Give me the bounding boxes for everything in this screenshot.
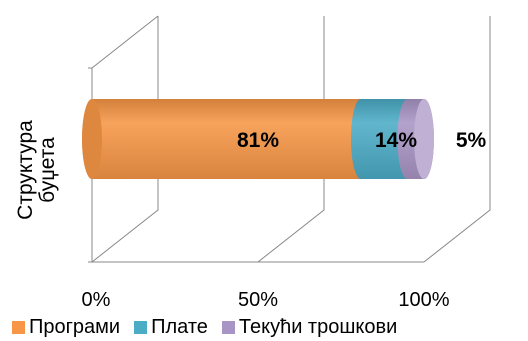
legend-label-programs: Програми <box>29 315 121 338</box>
x-tick-label-1: 50% <box>238 289 278 311</box>
y-axis-title: Структура буџета <box>14 120 59 220</box>
chart-plot: 81% 14% 5% 0% 50% 100% Структура буџета <box>14 15 491 311</box>
x-tick-label-0: 0% <box>82 289 111 311</box>
chart-bars: 81% 14% 5% <box>82 99 486 179</box>
legend-item-salaries: Плате <box>134 316 208 339</box>
gridline-2 <box>423 16 491 263</box>
legend-label-salaries: Плате <box>151 315 208 338</box>
chart-grid <box>88 15 491 263</box>
y-axis-title-line-1: Структура <box>14 120 37 220</box>
gridline-1 <box>257 16 325 263</box>
legend-item-current-costs: Текући трошкови <box>221 315 398 339</box>
bar-end-cap <box>414 99 434 179</box>
legend-label-current-costs: Текући трошкови <box>238 315 398 338</box>
legend-item-programs: Програми <box>12 316 120 339</box>
gridline-0 <box>91 16 159 263</box>
x-tick-labels: 0% 50% 100% <box>82 289 450 311</box>
bar-segment-0 <box>82 99 371 179</box>
legend-swatch-programs <box>12 320 25 334</box>
legend-swatch-salaries <box>134 320 148 334</box>
data-label-2: 5% <box>456 129 487 152</box>
x-tick-label-2: 100% <box>398 289 449 311</box>
data-label-0: 81% <box>237 129 279 152</box>
data-label-1: 14% <box>375 129 417 152</box>
y-axis-title-line-2: буџета <box>36 137 59 203</box>
legend-swatch-current-costs <box>221 320 235 334</box>
chart-legend: Програми Плате Текући трошкови <box>12 313 528 341</box>
bar-start-cap <box>82 99 102 179</box>
